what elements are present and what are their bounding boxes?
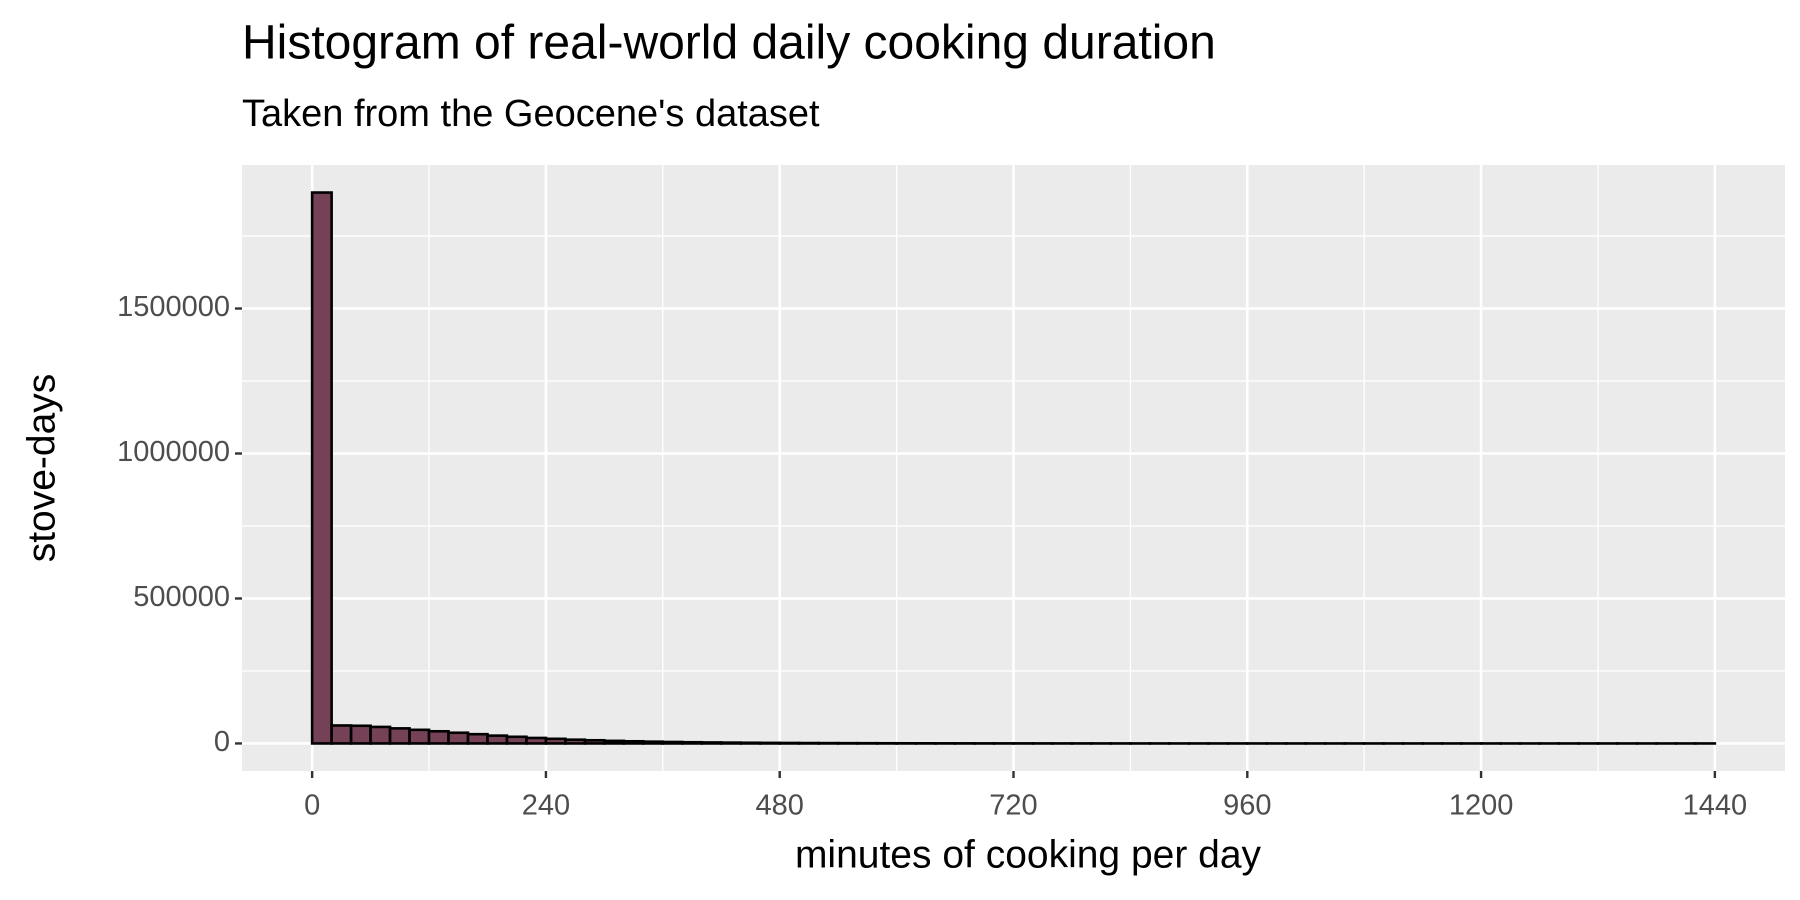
bar — [700, 741, 723, 745]
x-tick-label: 1440 — [1683, 790, 1748, 822]
chart-subtitle: Taken from the Geocene's dataset — [242, 93, 820, 135]
bar — [466, 732, 489, 745]
bar — [719, 741, 743, 745]
y-tick-label: 1000000 — [117, 436, 230, 468]
bar — [642, 740, 665, 745]
chart-title: Histogram of real-world daily cooking du… — [242, 17, 1216, 70]
x-tick-label: 1200 — [1449, 790, 1514, 822]
bar — [681, 740, 704, 745]
y-tick-label: 1500000 — [117, 291, 230, 323]
bar — [447, 731, 470, 745]
x-tick-label: 0 — [304, 790, 320, 822]
bar — [544, 737, 567, 745]
bar — [758, 741, 782, 745]
y-tick-label: 0 — [214, 726, 230, 758]
bar — [486, 734, 509, 745]
bar — [388, 727, 411, 745]
bar — [661, 740, 684, 745]
x-axis-title: minutes of cooking per day — [795, 833, 1262, 876]
bar — [583, 738, 606, 745]
bar — [505, 735, 528, 745]
bar — [603, 739, 626, 745]
bar — [310, 191, 333, 745]
bar — [564, 738, 587, 745]
bar — [427, 729, 450, 745]
bar — [408, 728, 431, 745]
x-tick-label: 960 — [1223, 790, 1271, 822]
bar — [349, 724, 372, 745]
bar — [525, 736, 548, 745]
y-axis-title: stove-days — [20, 374, 63, 563]
bar — [330, 724, 353, 745]
x-tick-label: 720 — [989, 790, 1037, 822]
bar — [369, 725, 392, 745]
x-tick-label: 240 — [522, 790, 570, 822]
y-tick-label: 500000 — [133, 581, 230, 613]
bar — [622, 739, 645, 745]
bar — [739, 741, 762, 745]
x-tick-label: 480 — [756, 790, 804, 822]
